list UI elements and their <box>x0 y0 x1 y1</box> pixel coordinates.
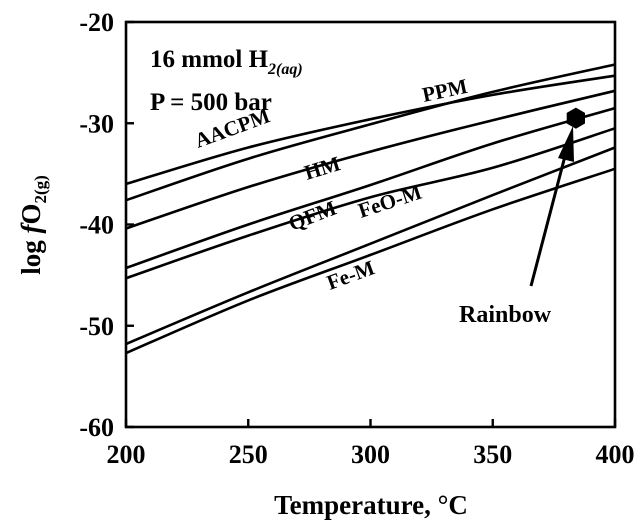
x-tick-label: 350 <box>473 440 512 469</box>
conditions-line1-main: 16 mmol H <box>150 46 269 73</box>
y-tick-label: -40 <box>79 211 114 240</box>
x-tick-label: 400 <box>596 440 635 469</box>
curve-ppm-0 <box>125 74 616 186</box>
rainbow-point-marker <box>566 107 585 129</box>
y-tick-label: -50 <box>79 312 114 341</box>
curve-qfm-3 <box>125 106 616 270</box>
conditions-line1: 16 mmol H2(aq) <box>150 46 303 78</box>
rainbow-arrowhead <box>558 126 574 162</box>
x-axis: 200 250 300 350 400 <box>107 419 635 469</box>
y-tick-label: -30 <box>79 109 114 138</box>
x-tick-label: 300 <box>351 440 390 469</box>
curve-feo-m-4 <box>125 127 616 280</box>
x-axis-title: Temperature, °C <box>274 490 468 520</box>
plot-frame <box>124 20 617 429</box>
y-axis-title-species: O <box>16 204 46 225</box>
curve-label-ppm: PPM <box>420 74 470 107</box>
curve-hm-2 <box>125 89 616 230</box>
y-tick-label: -60 <box>79 413 114 442</box>
conditions-line1-sub: 2(aq) <box>267 61 303 78</box>
curve-fe-m-5 <box>125 146 616 346</box>
curve-aacpm-1 <box>125 63 616 202</box>
conditions-line2: P = 500 bar <box>150 89 272 116</box>
x-tick-label: 200 <box>107 440 146 469</box>
y-axis-title-f: f <box>16 222 46 234</box>
y-axis-title-main: log <box>16 234 46 275</box>
curve-label-hm: HM <box>301 151 343 185</box>
curve-fe-m-6 <box>125 167 616 355</box>
x-tick-label: 250 <box>229 440 268 469</box>
curve-label-fe-m: Fe-M <box>324 255 378 294</box>
curve-label-qfm: QFM <box>285 196 339 236</box>
y-tick-label: -20 <box>79 8 114 37</box>
y-axis-title: log fO2(g) <box>16 175 50 275</box>
y-axis: -60 -50 -40 -30 -20 <box>79 8 134 442</box>
y-axis-title-sub: 2(g) <box>31 175 50 203</box>
rainbow-label: Rainbow <box>459 302 552 328</box>
series-curves <box>125 63 616 355</box>
rainbow-arrow <box>529 136 572 287</box>
